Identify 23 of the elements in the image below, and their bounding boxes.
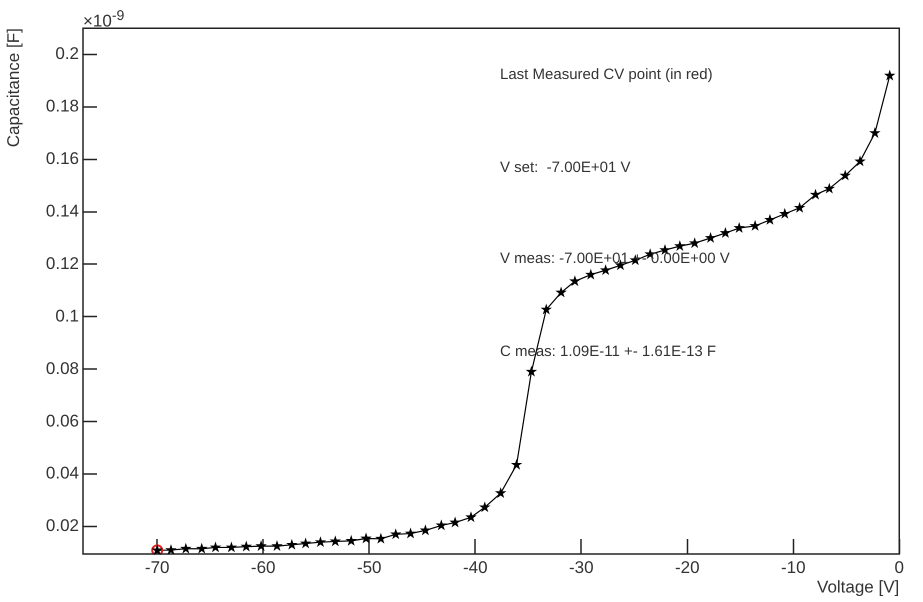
annotation: ×10$^{-9}$ (83, 8, 124, 32)
y-tick-label: 0.18 (46, 96, 79, 116)
y-tick-label: 0.16 (46, 149, 79, 168)
x-tick-label: -40 (462, 558, 488, 577)
annotation: Last Measured CV point (in red) (500, 66, 713, 83)
y-tick-label: 0.14 (46, 201, 79, 220)
y-tick-label: 0.1 (55, 306, 79, 326)
x-axis-title: Voltage [V] (817, 577, 900, 596)
x-tick-label: -50 (356, 558, 382, 577)
y-tick-label: 0.2 (55, 44, 79, 64)
y-tick-label: 0.02 (46, 516, 79, 536)
x-tick-label: -10 (780, 558, 806, 577)
x-tick-label: 0 (894, 558, 904, 577)
y-tick-label: 0.04 (46, 464, 79, 483)
y-axis-title: Capacitance [F] (4, 28, 23, 148)
x-tick-label: -20 (674, 558, 700, 577)
x-tick-label: -30 (568, 558, 594, 577)
annotation: V set: -7.00E+01 V (500, 159, 630, 176)
y-tick-label: 0.06 (46, 411, 79, 430)
y-tick-label: 0.08 (46, 358, 79, 378)
x-tick-label: -60 (250, 558, 276, 577)
x-tick-label: -70 (144, 558, 170, 577)
y-tick-label: 0.12 (46, 254, 79, 273)
